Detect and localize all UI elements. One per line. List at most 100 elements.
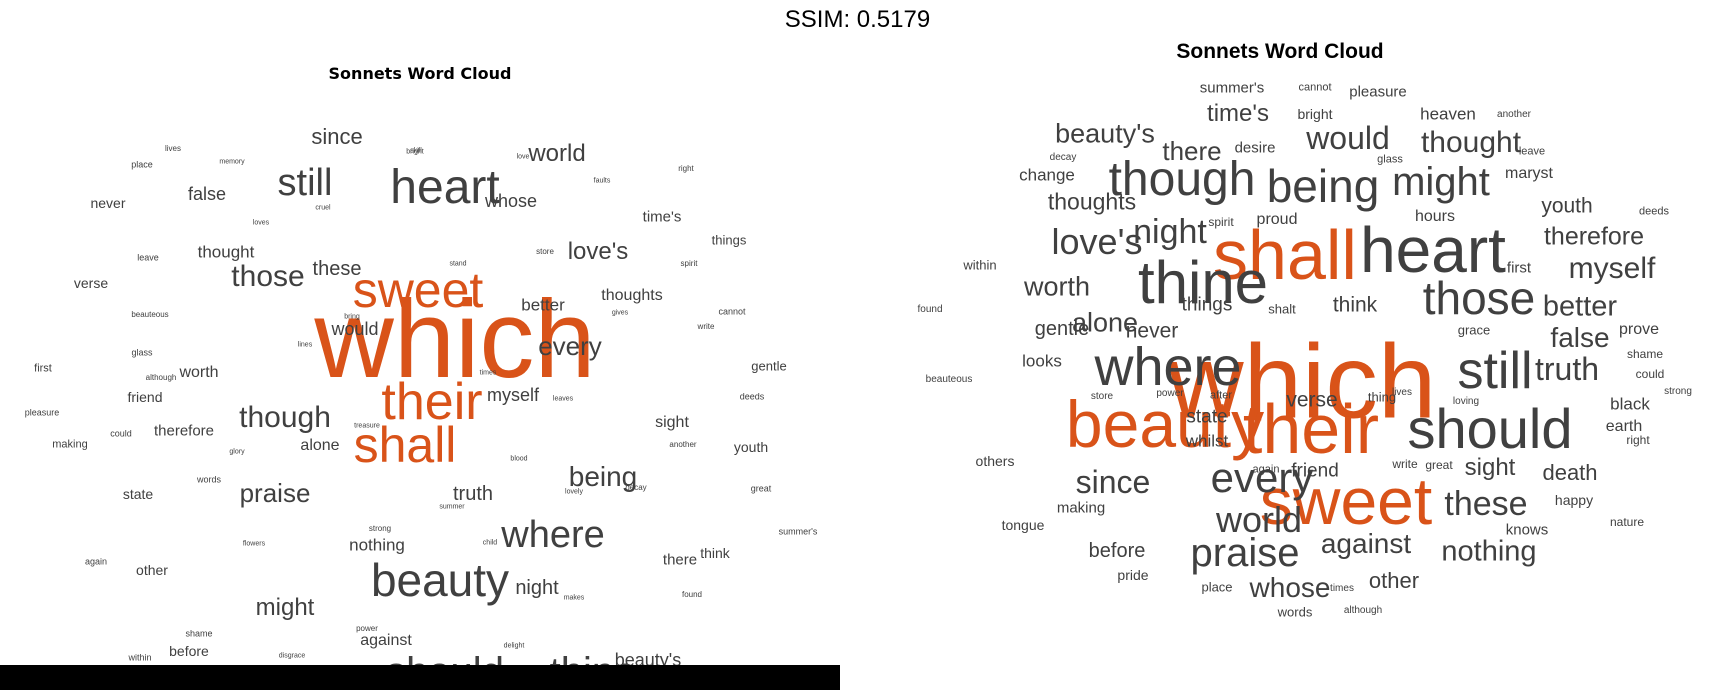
word-pride: pride — [1117, 567, 1149, 583]
word-heart: heart — [1360, 214, 1506, 286]
word-never: never — [90, 195, 126, 211]
word-treasure: treasure — [354, 422, 380, 430]
word-prove: prove — [1618, 321, 1660, 338]
word-again: again — [1252, 463, 1280, 476]
word-loves: love's — [1051, 221, 1143, 262]
word-still: still — [1457, 342, 1533, 400]
word-shall: shall — [1213, 216, 1357, 294]
word-night: night — [1133, 213, 1207, 251]
word-heart: heart — [390, 161, 500, 214]
word-cruel: cruel — [315, 204, 331, 212]
word-lives: lives — [164, 144, 182, 153]
word-thought: thought — [197, 242, 255, 262]
word-thine: thine — [1137, 249, 1269, 316]
right-word-cloud: which shall their beauty sweet heart thine wher… — [850, 36, 1710, 686]
word-after: after — [1209, 389, 1233, 402]
word-since: since — [1075, 464, 1151, 500]
word-praise: praise — [1190, 531, 1300, 575]
word-though: though — [1108, 153, 1256, 206]
word-sight: sight — [1464, 454, 1516, 481]
word-times: times — [479, 369, 497, 377]
word-again: again — [84, 556, 108, 567]
word-words: words — [196, 474, 222, 485]
word-deeds: deeds — [739, 391, 765, 402]
word-strong: strong — [368, 524, 392, 533]
word-although: although — [145, 373, 177, 382]
word-which: which — [1167, 323, 1437, 441]
word-whose: whose — [1249, 572, 1331, 603]
word-therefore: therefore — [1543, 222, 1645, 251]
right-word-cloud-panel: Sonnets Word Cloud which shall their beauty… — [850, 36, 1710, 686]
word-first: first — [34, 362, 52, 375]
word-world: world — [528, 140, 586, 167]
word-gentle: gentle — [751, 358, 787, 374]
word-still: still — [277, 162, 333, 204]
word-pleasure: pleasure — [24, 407, 60, 418]
word-summer: summer — [439, 503, 465, 511]
word-these: these — [312, 258, 362, 280]
word-those: those — [1422, 272, 1536, 324]
word-beautys: beauty's — [1055, 118, 1155, 149]
word-whilst: whilst — [1185, 431, 1229, 451]
word-sweet: sweet — [1259, 464, 1433, 538]
word-beautys: beauty's — [614, 650, 682, 670]
word-spirit: spirit — [1208, 215, 1234, 229]
word-worth: worth — [179, 364, 219, 381]
word-where: where — [501, 514, 605, 556]
word-against: against — [360, 632, 412, 649]
word-lovely: lovely — [565, 488, 583, 496]
word-lines: lines — [297, 341, 313, 349]
word-change: change — [1019, 165, 1075, 185]
word-nothing: nothing — [1441, 535, 1537, 568]
word-summers: summer's — [1199, 79, 1265, 97]
word-cannot: cannot — [1298, 81, 1332, 94]
word-youth: youth — [733, 439, 769, 455]
word-being: being — [568, 461, 638, 492]
word-place: place — [1201, 579, 1233, 595]
word-truth: truth — [452, 483, 494, 505]
word-death: death — [1542, 460, 1598, 485]
word-delight: delight — [503, 642, 525, 650]
word-blood: blood — [510, 455, 528, 463]
word-store: store — [536, 247, 554, 256]
word-earth: earth — [1605, 418, 1643, 435]
word-things: things — [1181, 294, 1233, 316]
word-beauty: beauty — [1065, 387, 1265, 461]
word-better: better — [1542, 290, 1618, 323]
left-word-cloud: whichsweettheirshallheartbeautyshouldthi… — [0, 40, 840, 693]
word-friend: friend — [127, 389, 163, 405]
left-chart-title: Sonnets Word Cloud — [328, 64, 512, 83]
word-alone: alone — [300, 437, 340, 454]
left-word-cloud-panel: Sonnets Word Cloud which sweet their shall h… — [0, 40, 840, 693]
word-state: state — [1186, 406, 1228, 428]
word-since: since — [311, 124, 363, 149]
word-verse: verse — [73, 275, 109, 291]
word-glass: glass — [1377, 153, 1403, 166]
word-happy: happy — [1554, 492, 1594, 508]
word-proud: proud — [1256, 211, 1298, 228]
word-words: words — [1277, 604, 1313, 620]
word-youth: youth — [1541, 194, 1593, 218]
word-bring: bring — [344, 313, 360, 321]
word-great: great — [750, 483, 772, 494]
word-night: night — [515, 577, 559, 599]
word-never: never — [1125, 319, 1179, 343]
word-could: could — [110, 428, 132, 439]
word-makes: makes — [563, 594, 585, 602]
word-being: being — [1266, 160, 1380, 212]
word-these: these — [1444, 485, 1528, 523]
word-there: there — [1162, 136, 1222, 166]
word-times: times — [1330, 583, 1354, 594]
word-making: making — [1056, 499, 1106, 517]
word-write: write — [697, 322, 715, 331]
word-strong: strong — [1664, 386, 1692, 397]
word-although: although — [1343, 605, 1383, 616]
black-bar — [0, 665, 840, 690]
word-glass: glass — [131, 347, 153, 358]
word-great: great — [1425, 458, 1453, 472]
word-thoughts: thoughts — [1047, 188, 1137, 215]
word-beauteous: beauteous — [925, 374, 973, 385]
word-within: within — [963, 257, 997, 273]
word-worth: worth — [1023, 271, 1091, 302]
word-maryst: maryst — [1505, 165, 1553, 182]
